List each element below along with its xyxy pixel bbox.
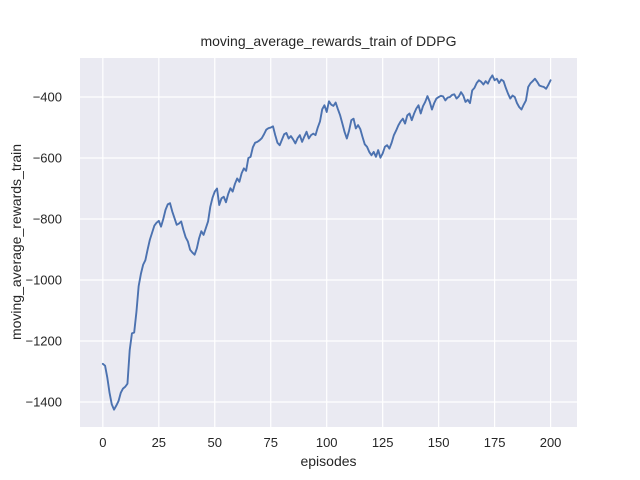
x-axis-label: episodes: [300, 453, 357, 469]
y-tick-label: −400: [32, 89, 62, 105]
y-tick-label: −1400: [25, 394, 62, 410]
y-tick-label: −600: [32, 150, 62, 166]
x-tick-label: 50: [207, 435, 222, 450]
chart-title: moving_average_rewards_train of DDPG: [200, 33, 457, 49]
x-tick-label: 150: [427, 435, 450, 450]
x-tick-label: 100: [315, 435, 338, 450]
x-tick-label: 200: [539, 435, 562, 450]
x-tick-label: 25: [151, 435, 167, 450]
x-tick-label: 125: [371, 435, 394, 450]
line-chart: [80, 58, 577, 427]
x-tick-label: 175: [483, 435, 506, 450]
data-series-line: [101, 74, 552, 411]
x-tick-label: 75: [263, 435, 278, 450]
y-tick-label: −1200: [25, 333, 62, 349]
y-tick-label: −800: [32, 211, 62, 227]
plot-area: [80, 58, 577, 427]
y-tick-label: −1000: [25, 272, 62, 288]
x-tick-label: 0: [99, 435, 107, 450]
